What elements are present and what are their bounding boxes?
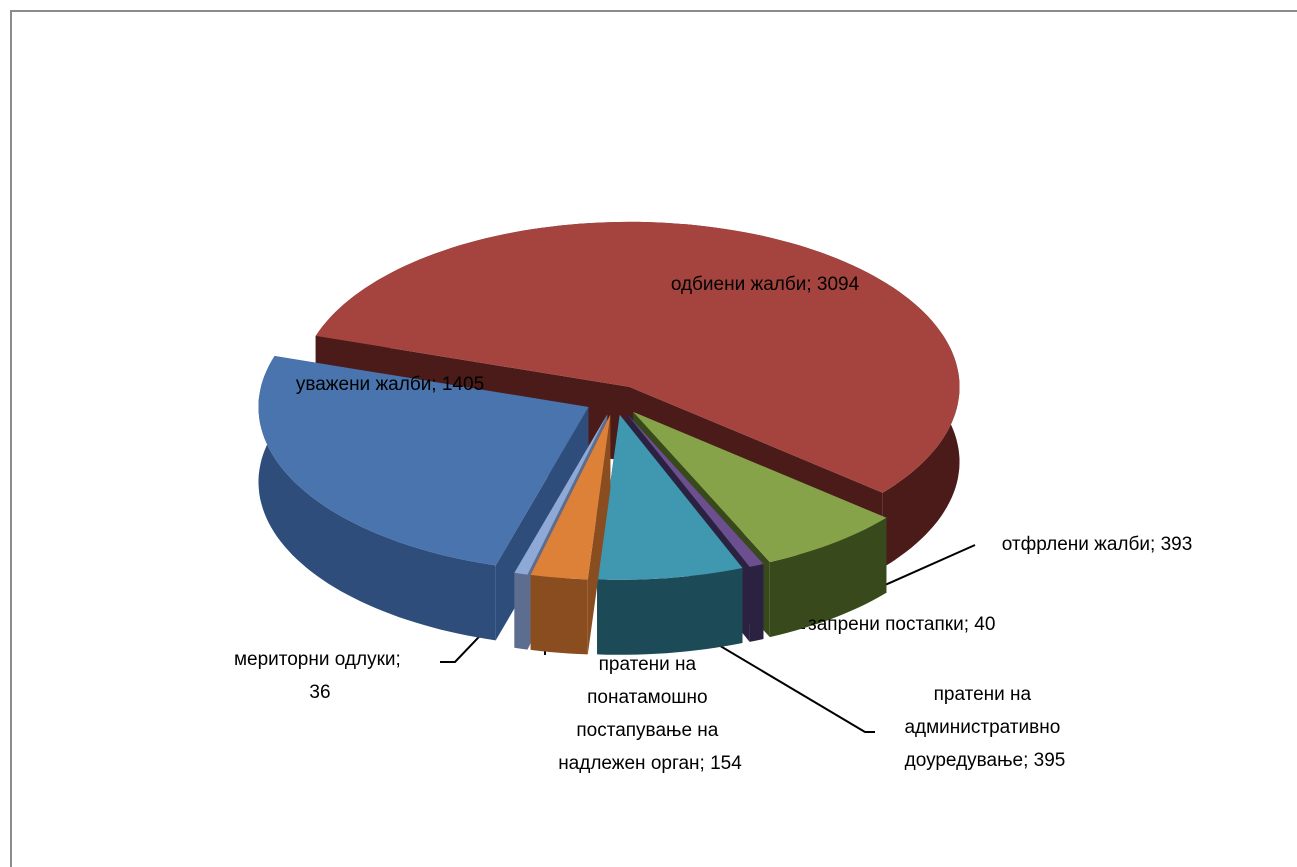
- label-line: административно: [904, 717, 1065, 738]
- slice-wall: [597, 568, 743, 655]
- label-line: пратени на: [934, 684, 1037, 705]
- data-label: отфрлени жалби; 393: [1002, 534, 1193, 555]
- label-line: одбиени жалби; 3094: [671, 274, 860, 295]
- label-line: доуредување; 395: [905, 750, 1066, 771]
- slice-wall: [769, 517, 887, 638]
- slice: [633, 411, 887, 563]
- label-line: отфрлени жалби; 393: [1002, 534, 1193, 555]
- label-line: пратени на: [599, 654, 702, 675]
- leader-line: [689, 627, 875, 733]
- data-label: пратени на понатамошно постапување на на…: [558, 654, 742, 774]
- slice: [597, 414, 743, 580]
- label-line: 36: [309, 682, 330, 703]
- slice-wall: [530, 574, 588, 655]
- slice: [315, 221, 960, 493]
- slice: [626, 413, 764, 567]
- slice-wall: [514, 572, 528, 650]
- data-label: одбиени жалби; 3094: [671, 274, 860, 295]
- data-label: запрени постапки; 40: [808, 614, 995, 635]
- slice-wall: [749, 564, 764, 642]
- data-label: уважени жалби; 1405: [296, 374, 484, 395]
- data-label: пратени на административно доуредување; …: [904, 684, 1065, 771]
- label-line: постапување на: [576, 720, 723, 741]
- data-label: мериторни одлуки; 36: [234, 649, 406, 703]
- slice-wall: [258, 356, 496, 641]
- label-line: запрени постапки; 40: [808, 614, 995, 635]
- leader-line: [884, 544, 976, 586]
- label-line: понатамошно: [587, 687, 713, 708]
- slice: [258, 356, 589, 566]
- label-line: уважени жалби; 1405: [296, 374, 484, 395]
- label-line: надлежен орган; 154: [558, 753, 742, 774]
- slices: [258, 221, 960, 655]
- slice: [530, 414, 611, 580]
- label-line: мериторни одлуки;: [234, 649, 406, 670]
- slice: [514, 414, 608, 575]
- labels: одбиени жалби; 3094 отфрлени жалби; 393 за…: [234, 274, 1192, 774]
